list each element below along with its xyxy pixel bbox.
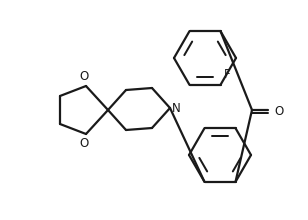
Text: O: O: [274, 104, 283, 117]
Text: N: N: [172, 101, 181, 114]
Text: O: O: [79, 137, 89, 150]
Text: O: O: [79, 70, 89, 83]
Text: F: F: [224, 68, 230, 81]
